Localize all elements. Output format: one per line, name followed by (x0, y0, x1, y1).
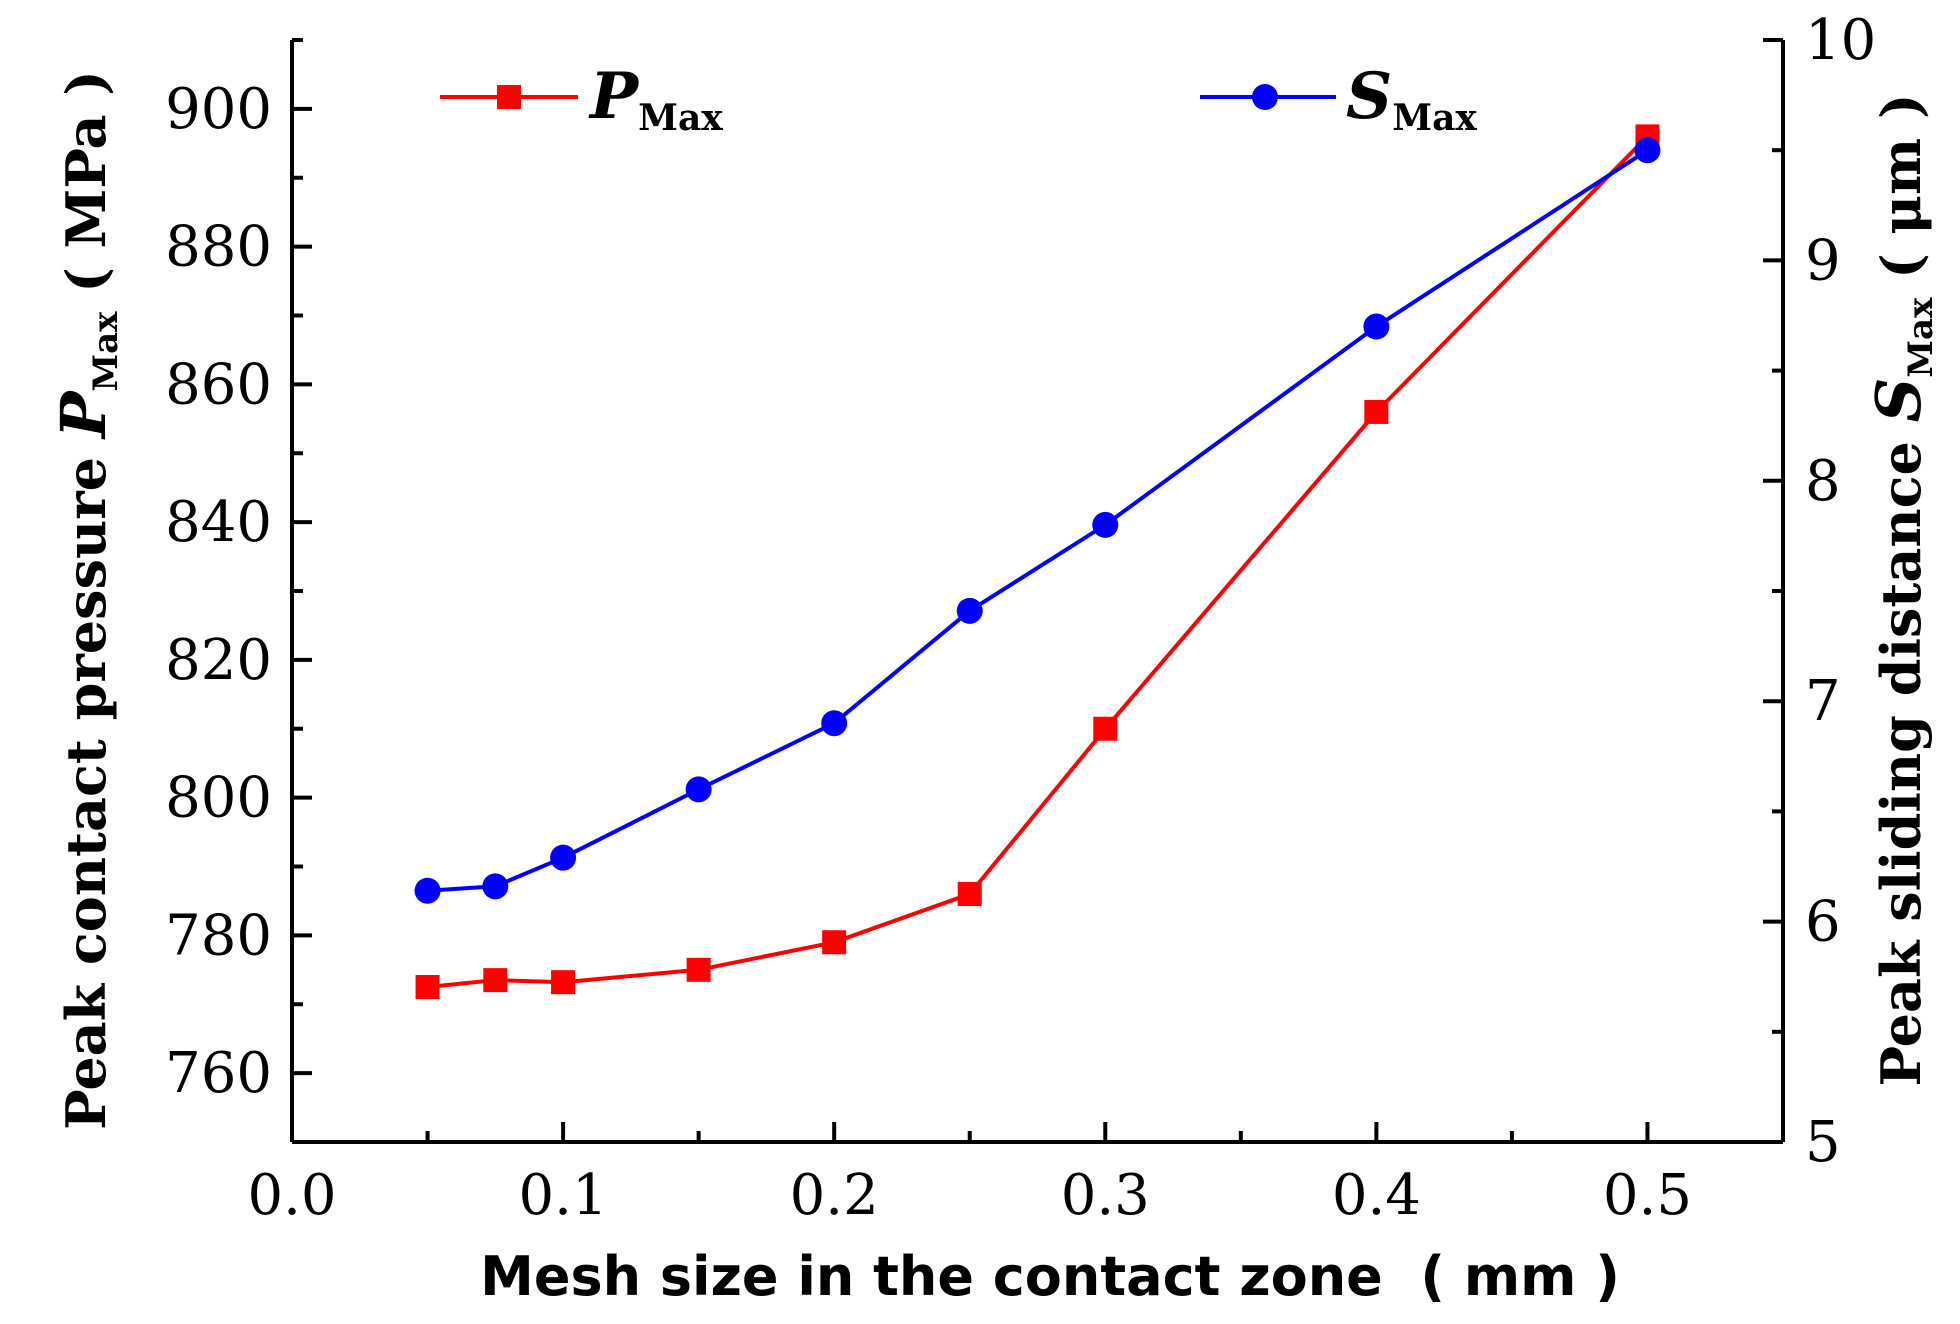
data-point-p-max (415, 975, 440, 1000)
x-axis-label: Mesh size in the contact zone ( mm ) (480, 1245, 1620, 1308)
left-y-tick-label: 900 (165, 77, 272, 142)
right-y-axis-label: Peak sliding distance SMax ( μm ) (1862, 93, 1941, 1086)
right-y-tick-label: 8 (1805, 449, 1841, 514)
legend-p-max-symbol: P (588, 59, 640, 134)
left-y-tick-label: 760 (165, 1041, 272, 1106)
data-point-s-max (1092, 511, 1119, 538)
series-line-p-max (427, 134, 1649, 989)
x-tick-label: 0.4 (1332, 1163, 1421, 1228)
data-point-s-max (414, 877, 441, 904)
x-tick-label: 0.3 (1061, 1163, 1150, 1228)
x-tick-label: 0.5 (1603, 1163, 1692, 1228)
legend-s-max-symbol: S (1346, 59, 1392, 134)
right-y-tick-label: 10 (1805, 8, 1876, 73)
series-layer (414, 124, 1661, 1000)
x-tick-label: 0.0 (247, 1163, 336, 1228)
data-point-p-max (686, 957, 711, 982)
legend-s-max-label: SMax (1346, 59, 1477, 139)
data-point-s-max (956, 597, 983, 624)
left-y-tick-label: 800 (165, 766, 272, 831)
right-y-tick-label: 6 (1805, 890, 1841, 955)
left-y-tick-label: 860 (165, 352, 272, 417)
data-point-p-max (1364, 399, 1389, 424)
left-y-label-sub: Max (86, 311, 126, 392)
data-point-s-max (1634, 137, 1661, 164)
right-y-label-sub: Max (1901, 297, 1941, 378)
right-y-label-symbol: S (1862, 378, 1935, 423)
series-line-s-max (427, 148, 1649, 893)
data-point-s-max (550, 844, 577, 871)
ticks-layer: 0.0 0.1 0.2 0.3 0.4 0.5 760 780 800 820 840 860 880 9… (165, 8, 1876, 1228)
legend-s-max-sub: Max (1392, 97, 1477, 139)
left-y-label-main: Peak contact pressure (54, 438, 118, 1130)
legend-item-s-max: SMax (1200, 59, 1477, 139)
data-point-s-max (482, 873, 509, 900)
right-y-tick-label: 9 (1805, 228, 1841, 293)
data-point-p-max (822, 930, 847, 955)
x-tick-label: 0.1 (519, 1163, 608, 1228)
legend-item-p-max: PMax (440, 59, 723, 139)
data-point-s-max (685, 776, 712, 803)
right-y-tick-label: 5 (1805, 1110, 1841, 1175)
legend-p-max-label: PMax (588, 59, 723, 139)
x-tick-label: 0.2 (790, 1163, 879, 1228)
left-y-axis-label: Peak contact pressure PMax ( MPa ) (47, 70, 126, 1130)
right-y-label-unit: ( μm ) (1869, 93, 1933, 297)
legend-p-max-marker (497, 85, 521, 109)
data-point-p-max (1093, 716, 1118, 741)
left-y-tick-label: 780 (165, 903, 272, 968)
data-point-p-max (551, 970, 576, 995)
left-y-tick-label: 820 (165, 628, 272, 693)
legend: PMax SMax (440, 59, 1477, 139)
legend-s-max-marker (1252, 84, 1278, 110)
left-y-tick-label: 880 (165, 215, 272, 280)
data-point-s-max (821, 710, 848, 737)
left-y-label-symbol: P (47, 389, 120, 440)
right-y-label-main: Peak sliding distance (1869, 422, 1933, 1086)
data-point-p-max (957, 882, 982, 907)
left-y-label-unit: ( MPa ) (54, 70, 118, 311)
data-point-s-max (1363, 313, 1390, 340)
right-y-tick-label: 7 (1805, 669, 1841, 734)
left-y-tick-label: 840 (165, 490, 272, 555)
data-point-p-max (483, 968, 508, 993)
legend-p-max-sub: Max (638, 97, 723, 139)
